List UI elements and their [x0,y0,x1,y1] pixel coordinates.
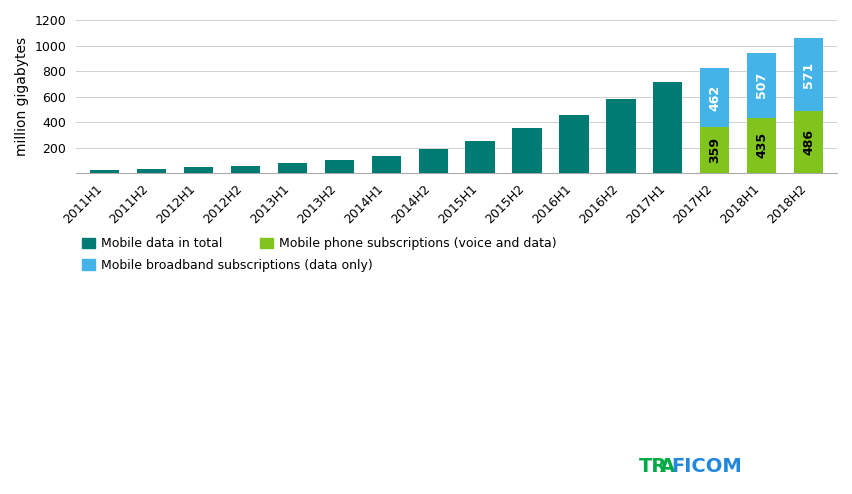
Text: TR: TR [639,457,667,476]
Bar [512,128,542,173]
Bar [136,168,166,173]
Bar [184,167,213,173]
Bar [465,140,495,173]
Text: 571: 571 [803,62,815,88]
Text: A: A [660,457,676,476]
Bar [607,99,636,173]
Bar [371,156,400,173]
Bar [653,82,682,173]
Bar [747,118,776,173]
Bar [325,160,354,173]
Text: 462: 462 [708,85,722,111]
Text: 507: 507 [756,72,769,98]
Bar [278,164,307,173]
Bar [794,38,823,111]
Text: 359: 359 [708,137,722,163]
Bar [747,53,776,118]
Bar [89,170,119,173]
Bar [418,150,447,173]
Bar [231,166,260,173]
Text: 486: 486 [803,129,815,155]
Text: 435: 435 [756,132,769,159]
Text: FICOM: FICOM [671,457,742,476]
Bar [794,111,823,173]
Bar [700,127,729,173]
Bar [560,115,589,173]
Y-axis label: million gigabytes: million gigabytes [15,37,29,156]
Legend: Mobile broadband subscriptions (data only): Mobile broadband subscriptions (data onl… [83,259,373,272]
Bar [700,68,729,127]
